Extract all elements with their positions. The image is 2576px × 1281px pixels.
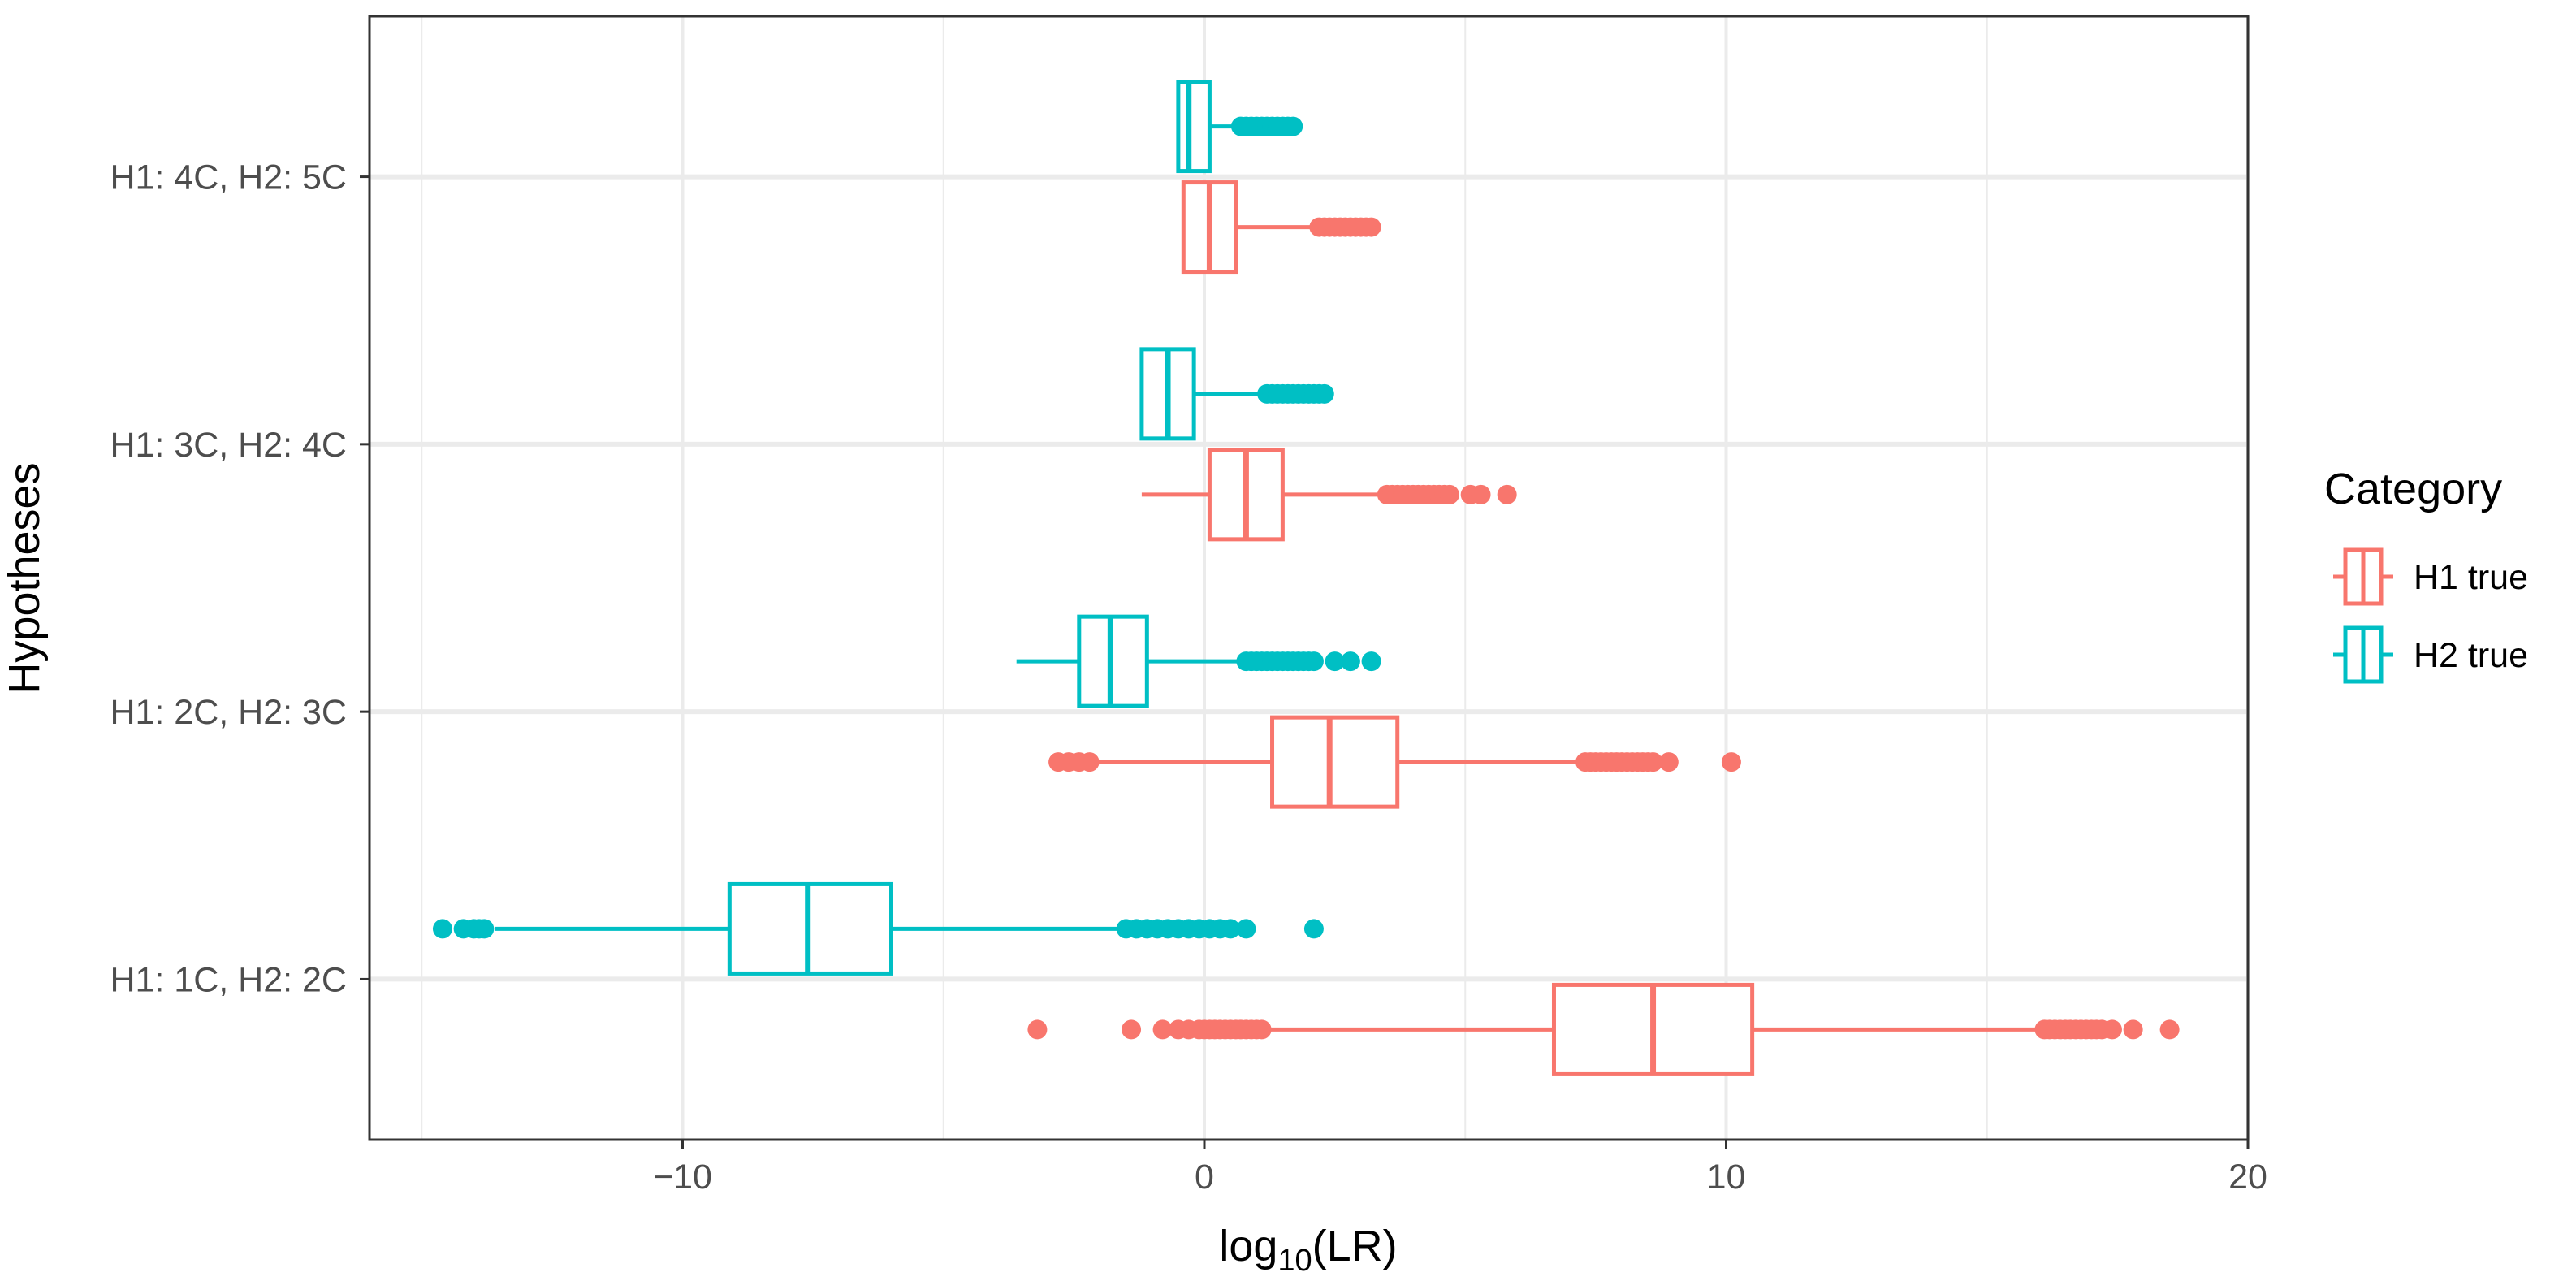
legend-keys: H1 true H2 true xyxy=(2333,547,2528,684)
x-axis-title-subscript: 10 xyxy=(1277,1244,1312,1278)
boxplot-h2-true xyxy=(1139,347,1334,441)
boxplot-h2-true xyxy=(1176,80,1303,174)
outlier-point xyxy=(1325,651,1345,672)
x-axis-title-rest: (LR) xyxy=(1312,1222,1398,1270)
outlier-point xyxy=(1221,919,1241,939)
legend-title: Category xyxy=(2324,465,2502,513)
outlier-point xyxy=(1027,1019,1048,1040)
outlier-point xyxy=(2102,1019,2122,1040)
outlier-point xyxy=(1643,752,1663,772)
outlier-point xyxy=(1721,752,1741,772)
x-axis-title: log10(LR) xyxy=(1219,1222,1397,1278)
axes: −10 0 10 20 H1: 1C, H2: 2C H1: 2C, H2: 3C H1: … xyxy=(110,158,2267,1197)
boxplot-h1-true xyxy=(1027,982,2180,1076)
box-iqr xyxy=(1270,715,1400,809)
outlier-point xyxy=(1079,752,1100,772)
boxplot-h2-true xyxy=(1016,614,1381,708)
x-tick-label: −10 xyxy=(653,1158,712,1197)
y-axis-title: Hypotheses xyxy=(0,462,49,694)
outlier-point xyxy=(1471,484,1491,504)
x-tick-label: 20 xyxy=(2228,1158,2267,1197)
outlier-point xyxy=(1303,651,1324,672)
outlier-point xyxy=(1340,651,1360,672)
outlier-point xyxy=(2159,1019,2180,1040)
outlier-point xyxy=(432,919,452,939)
outlier-point xyxy=(2123,1019,2143,1040)
outlier-point xyxy=(1303,919,1324,939)
outlier-point xyxy=(1497,484,1517,504)
y-tick-label: H1: 3C, H2: 4C xyxy=(110,426,347,465)
boxplot-h1-true xyxy=(1181,180,1381,275)
outlier-point xyxy=(1122,1019,1142,1040)
legend-key-h1-true: H1 true xyxy=(2333,547,2528,606)
outlier-point xyxy=(1361,217,1381,237)
x-tick-label: 10 xyxy=(1707,1158,1746,1197)
outlier-point xyxy=(1361,651,1381,672)
outlier-point xyxy=(1152,1019,1173,1040)
outlier-point xyxy=(474,919,495,939)
box-iqr xyxy=(1176,80,1212,174)
legend-label: H1 true xyxy=(2414,558,2528,597)
outlier-point xyxy=(1314,383,1334,404)
boxplot-layer xyxy=(432,80,2180,1076)
boxplot-h2-true xyxy=(432,881,1324,976)
panel-border xyxy=(368,15,2250,1141)
y-tick-label: H1: 2C, H2: 3C xyxy=(110,693,347,732)
outlier-point xyxy=(1236,919,1256,939)
boxplot-h1-true xyxy=(1048,715,1741,809)
outlier-point xyxy=(1251,1019,1272,1040)
boxplot-h1-true xyxy=(1141,448,1517,542)
outlier-point xyxy=(1658,752,1679,772)
outlier-point xyxy=(1283,116,1303,136)
legend-label: H2 true xyxy=(2414,636,2528,675)
y-tick-label: H1: 1C, H2: 2C xyxy=(110,960,347,999)
legend-key-h2-true: H2 true xyxy=(2333,625,2528,684)
y-tick-label: H1: 4C, H2: 5C xyxy=(110,158,347,197)
x-axis-title-base: log xyxy=(1219,1222,1277,1270)
x-tick-label: 0 xyxy=(1195,1158,1214,1197)
legend: Category H1 true H2 true xyxy=(2324,465,2528,684)
outlier-point xyxy=(1439,484,1459,504)
